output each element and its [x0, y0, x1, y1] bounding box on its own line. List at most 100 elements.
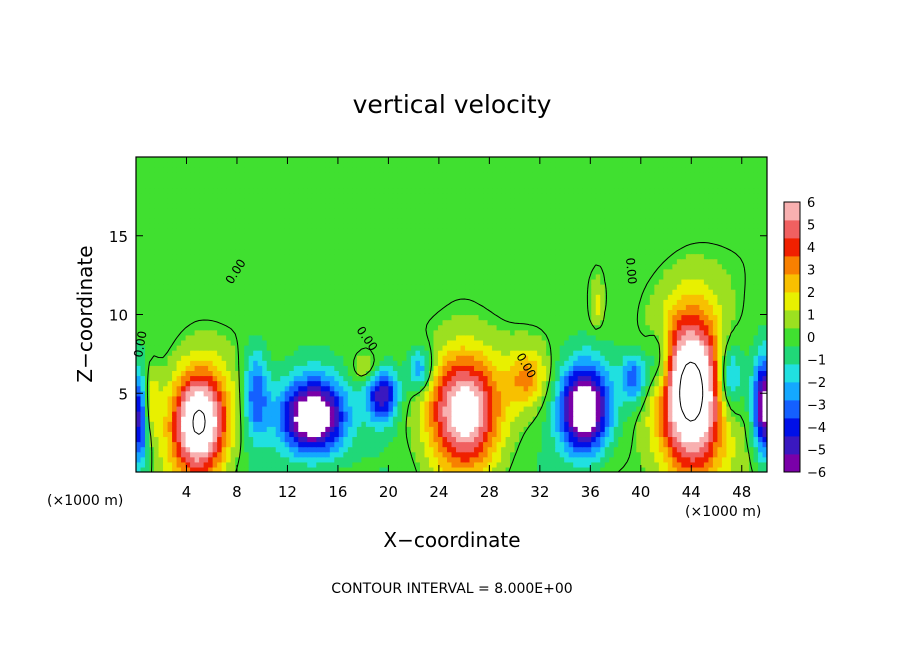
field-cell — [577, 329, 583, 336]
field-cell — [672, 385, 678, 392]
field-cell — [708, 324, 714, 331]
field-cell — [703, 431, 710, 438]
field-cell — [235, 365, 241, 371]
field-cell — [428, 294, 435, 300]
field-cell — [167, 329, 173, 336]
field-cell — [397, 385, 403, 392]
field-cell — [415, 314, 421, 321]
field-cell — [483, 319, 489, 326]
field-cell — [370, 436, 376, 443]
field-cell — [410, 461, 417, 468]
field-cell — [374, 365, 380, 371]
field-cell — [280, 441, 286, 448]
field-cell — [280, 395, 286, 402]
field-cell — [460, 309, 466, 316]
field-cell — [546, 416, 552, 422]
field-cell — [690, 294, 696, 300]
field-cell — [559, 355, 565, 361]
field-cell — [154, 390, 160, 397]
field-cell — [361, 451, 367, 458]
field-cell — [293, 395, 299, 402]
field-cell — [140, 405, 146, 412]
field-cell — [176, 416, 182, 422]
field-cell — [735, 411, 741, 417]
field-cell — [419, 294, 426, 300]
field-cell — [239, 355, 245, 361]
field-cell — [663, 375, 669, 382]
field-cell — [284, 426, 290, 432]
field-cell — [537, 334, 543, 341]
field-cell — [456, 339, 462, 346]
field-cell — [293, 385, 299, 392]
field-cell — [744, 329, 750, 336]
field-cell — [347, 370, 353, 377]
field-cell — [672, 411, 678, 417]
field-cell — [194, 380, 200, 387]
field-cell — [712, 416, 719, 422]
field-cell — [145, 314, 151, 321]
field-cell — [645, 451, 651, 458]
field-cell — [154, 466, 160, 472]
field-cell — [145, 350, 151, 356]
field-cell — [302, 329, 308, 336]
field-cell — [446, 421, 453, 427]
field-cell — [235, 380, 241, 387]
field-cell — [753, 319, 759, 326]
field-cell — [356, 380, 362, 387]
field-cell — [383, 411, 389, 417]
field-cell — [510, 431, 516, 438]
field-cell — [190, 451, 196, 458]
field-cell — [406, 431, 412, 438]
field-cell — [352, 421, 358, 427]
field-cell — [600, 385, 606, 392]
field-cell — [730, 431, 737, 438]
field-cell — [370, 299, 376, 305]
field-cell — [275, 380, 281, 387]
field-cell — [618, 329, 624, 336]
field-cell — [154, 461, 160, 468]
field-cell — [239, 431, 245, 438]
field-cell — [726, 329, 732, 336]
field-cell — [397, 390, 403, 397]
field-cell — [496, 431, 502, 438]
field-cell — [568, 344, 574, 351]
field-cell — [428, 446, 435, 453]
field-cell — [248, 441, 254, 448]
field-cell — [465, 385, 471, 392]
field-cell — [564, 466, 570, 472]
field-cell — [717, 299, 723, 305]
field-cell — [271, 370, 277, 377]
field-cell — [541, 461, 547, 468]
field-cell — [419, 441, 426, 448]
field-cell — [374, 441, 380, 448]
field-cell — [667, 421, 673, 427]
field-cell — [239, 405, 245, 412]
field-cell — [298, 405, 304, 412]
field-cell — [649, 375, 655, 382]
field-cell — [307, 304, 313, 311]
field-cell — [140, 309, 146, 316]
field-cell — [564, 299, 570, 305]
field-cell — [433, 456, 439, 463]
field-cell — [487, 355, 493, 361]
field-cell — [523, 339, 529, 346]
field-cell — [622, 314, 628, 321]
field-cell — [501, 421, 507, 427]
field-cell — [424, 416, 430, 422]
field-cell — [748, 456, 755, 463]
field-cell — [541, 380, 547, 387]
field-cell — [433, 370, 439, 377]
field-cell — [437, 339, 444, 346]
field-cell — [541, 289, 547, 295]
field-cell — [280, 304, 286, 311]
field-cell — [586, 365, 592, 371]
field-cell — [199, 370, 205, 377]
field-cell — [275, 344, 281, 351]
field-cell — [226, 294, 232, 300]
field-cell — [311, 324, 317, 331]
field-cell — [338, 370, 344, 377]
field-cell — [726, 466, 732, 472]
field-cell — [289, 360, 295, 366]
field-cell — [582, 416, 588, 422]
field-cell — [275, 365, 281, 371]
